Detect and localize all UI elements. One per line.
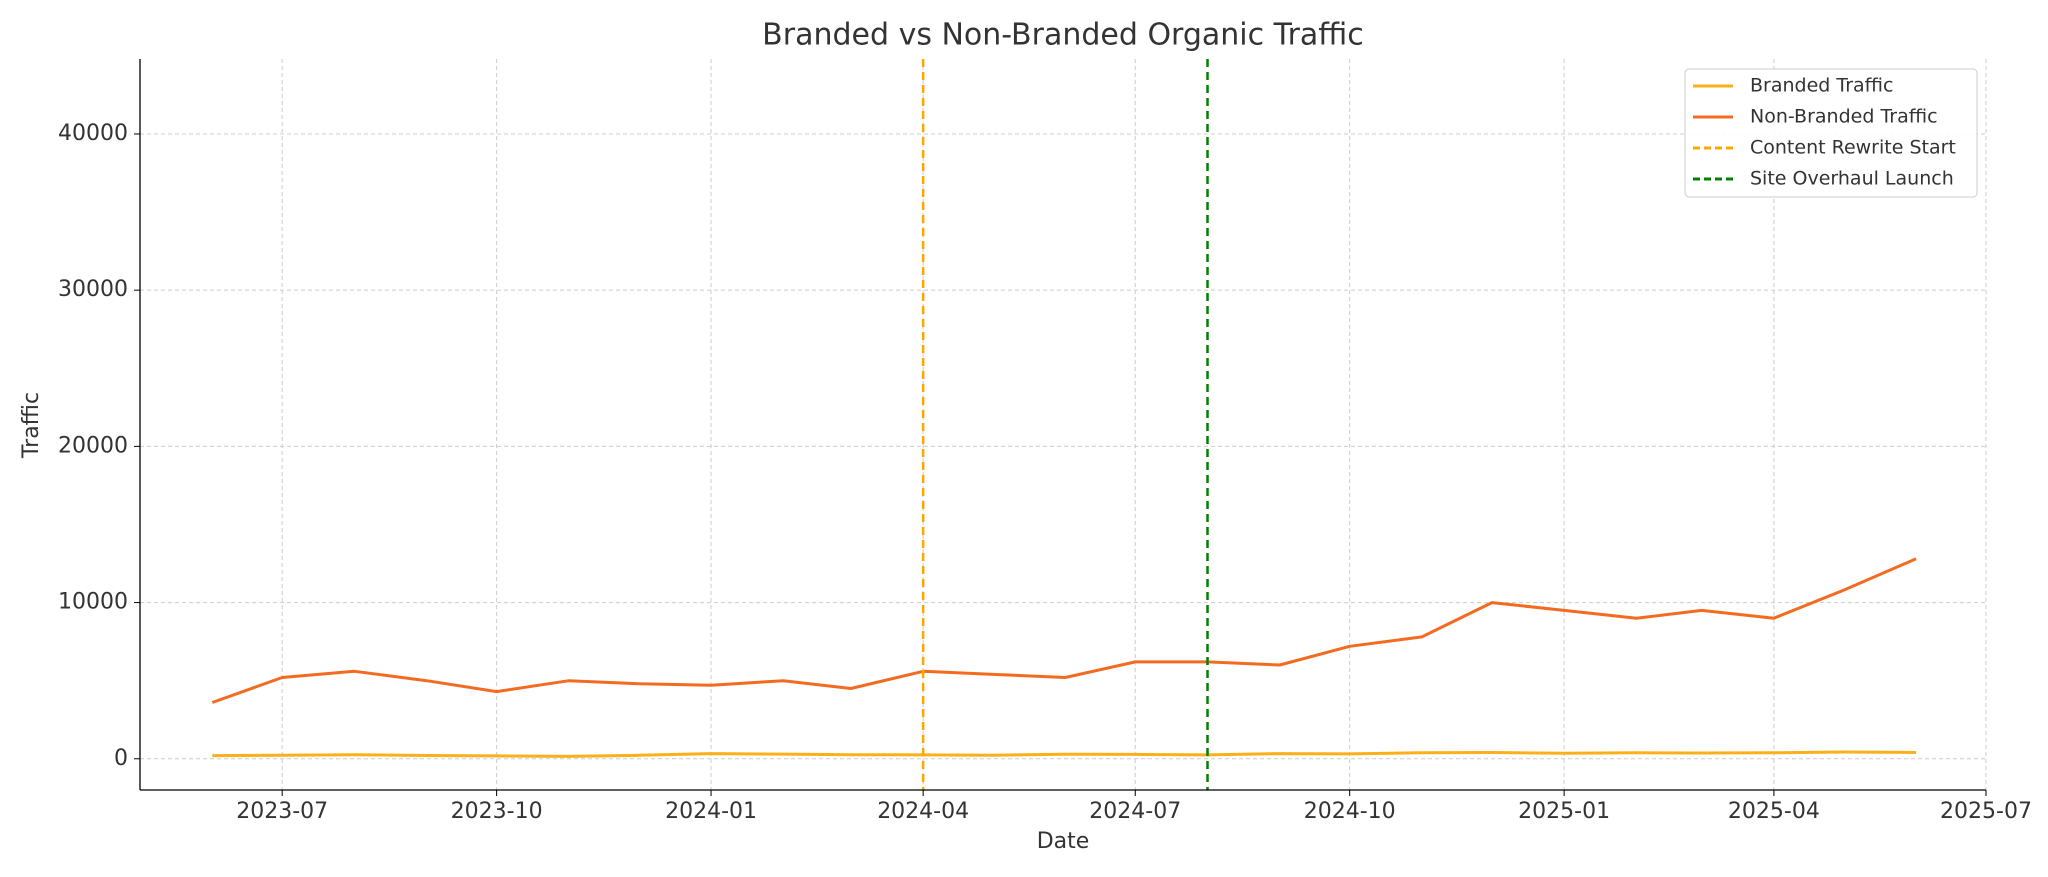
- y-tick-label: 20000: [58, 433, 128, 458]
- y-tick-label: 30000: [58, 277, 128, 302]
- y-axis-label: Traffic: [19, 392, 44, 459]
- x-tick-label: 2025-01: [1518, 799, 1610, 824]
- y-tick-label: 40000: [58, 121, 128, 146]
- x-tick-label: 2025-07: [1940, 799, 2032, 824]
- x-tick-label: 2023-10: [451, 799, 543, 824]
- x-tick-label: 2024-07: [1089, 799, 1181, 824]
- chart-title: Branded vs Non-Branded Organic Traffic: [762, 18, 1364, 53]
- x-tick-label: 2023-07: [236, 799, 328, 824]
- legend-label: Content Rewrite Start: [1750, 137, 1956, 159]
- x-tick-label: 2024-10: [1304, 799, 1396, 824]
- x-tick-label: 2025-04: [1728, 799, 1820, 824]
- series-line: [212, 750, 1917, 758]
- x-tick-label: 2024-04: [877, 799, 969, 824]
- legend-box: [1684, 68, 1978, 198]
- x-tick-label: 2024-01: [665, 799, 757, 824]
- legend-label: Branded Traffic: [1750, 75, 1893, 97]
- x-axis-label: Date: [1037, 829, 1090, 854]
- series-line: [211, 557, 1917, 704]
- y-tick-label: 0: [114, 746, 128, 771]
- legend-label: Non-Branded Traffic: [1750, 106, 1938, 128]
- y-tick-label: 10000: [58, 590, 128, 615]
- legend: Branded Traffic Non-Branded Traffic Conten…: [1684, 68, 1978, 198]
- legend-label: Site Overhaul Launch: [1750, 168, 1954, 190]
